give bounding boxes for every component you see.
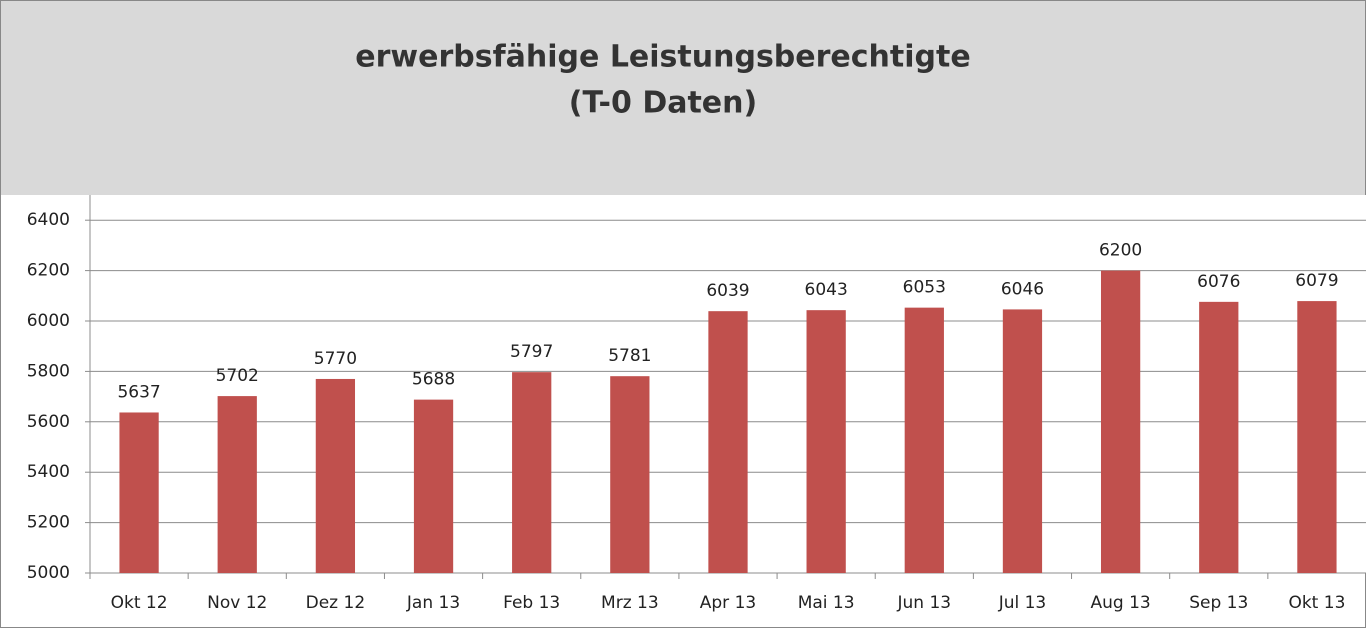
bar <box>708 311 748 573</box>
data-label: 6046 <box>1001 279 1044 299</box>
data-label: 6079 <box>1295 271 1338 291</box>
x-tick-label: Okt 13 <box>1288 593 1345 613</box>
bar <box>610 376 650 573</box>
bar <box>413 399 454 573</box>
data-label: 5637 <box>117 382 160 402</box>
x-tick-label: Jul 13 <box>998 593 1047 613</box>
y-tick-label: 5400 <box>27 462 70 482</box>
y-tick-label: 6000 <box>27 311 70 331</box>
data-label: 5770 <box>314 349 357 369</box>
bar <box>1002 309 1043 573</box>
bar <box>904 307 944 573</box>
y-tick-label: 5000 <box>27 563 70 583</box>
x-tick-label: Nov 12 <box>207 593 267 613</box>
bar <box>1100 270 1141 573</box>
y-tick-label: 5200 <box>27 513 70 533</box>
x-tick-label: Feb 13 <box>503 593 560 613</box>
data-label: 6053 <box>903 278 946 298</box>
x-tick-label: Sep 13 <box>1189 593 1248 613</box>
y-tick-label: 6400 <box>27 210 70 230</box>
y-tick-label: 5600 <box>27 412 70 432</box>
x-tick-label: Mai 13 <box>798 593 855 613</box>
data-label: 6043 <box>805 280 848 300</box>
x-tick-label: Mrz 13 <box>601 593 659 613</box>
bar <box>1297 301 1337 573</box>
y-tick-label: 6200 <box>27 261 70 281</box>
y-tick-label: 5800 <box>27 361 70 381</box>
bar <box>217 396 257 573</box>
x-tick-label: Dez 12 <box>306 593 366 613</box>
chart-title: erwerbsfähige Leistungsberechtigte <box>355 40 970 75</box>
bar <box>119 412 159 573</box>
bar <box>1199 301 1239 573</box>
x-tick-label: Jan 13 <box>406 593 460 613</box>
data-label: 5688 <box>412 370 455 390</box>
data-label: 6200 <box>1099 241 1142 261</box>
x-tick-label: Aug 13 <box>1090 593 1150 613</box>
data-label: 6076 <box>1197 272 1240 292</box>
x-tick-label: Okt 12 <box>111 593 168 613</box>
bar <box>806 310 846 573</box>
data-label: 6039 <box>706 281 749 301</box>
chart-subtitle: (T-0 Daten) <box>569 86 757 121</box>
data-label: 5797 <box>510 342 553 362</box>
data-label: 5781 <box>608 346 651 366</box>
bar <box>315 378 356 573</box>
title-area <box>0 0 1366 195</box>
x-tick-label: Apr 13 <box>700 593 756 613</box>
data-label: 5702 <box>216 366 259 386</box>
x-tick-label: Jun 13 <box>897 593 952 613</box>
bar <box>512 372 552 573</box>
